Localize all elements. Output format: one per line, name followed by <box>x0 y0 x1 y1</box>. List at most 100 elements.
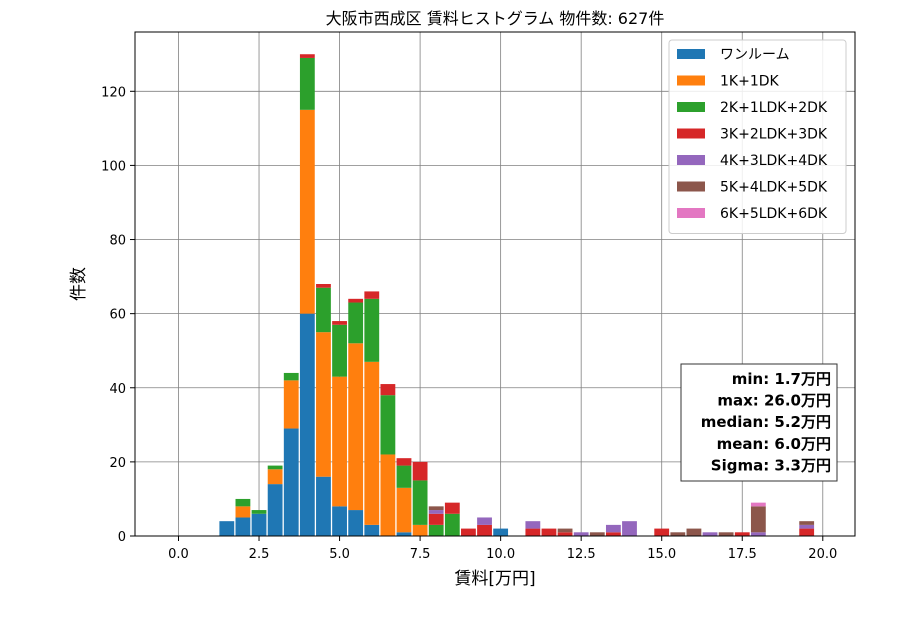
y-tick-label: 80 <box>109 234 126 249</box>
histogram-bar <box>380 395 396 455</box>
legend-label: ワンルーム <box>720 47 790 63</box>
histogram-bar <box>444 502 460 514</box>
histogram-bar <box>525 528 541 536</box>
histogram-bar <box>348 302 364 344</box>
legend-label: 4K+3LDK+4DK <box>720 153 828 169</box>
histogram-bar <box>734 532 750 536</box>
x-axis-label: 賃料[万円] <box>454 569 535 589</box>
x-tick-label: 20.0 <box>808 547 837 562</box>
histogram-bar <box>299 54 315 58</box>
x-tick-label: 2.5 <box>249 547 270 562</box>
plot-frame <box>134 31 856 537</box>
y-ticks: 0 20 40 60 80 100 120 <box>101 85 135 545</box>
histogram-bar <box>316 476 331 536</box>
histogram-bar <box>364 361 380 525</box>
histogram-bar <box>267 469 283 485</box>
histogram-bar <box>364 298 380 362</box>
histogram-bar <box>493 528 509 536</box>
y-tick-label: 60 <box>109 308 126 323</box>
histogram-bar <box>477 517 492 525</box>
legend-label: 6K+5LDK+6DK <box>720 206 828 222</box>
histogram-bar <box>718 532 734 536</box>
histogram-bar <box>380 384 396 396</box>
x-tick-label: 17.5 <box>728 547 757 562</box>
x-tick-label: 7.5 <box>410 547 431 562</box>
legend-swatch <box>677 128 705 139</box>
legend-swatch <box>677 155 705 165</box>
histogram-bar <box>235 498 251 507</box>
histogram-bar <box>525 521 541 529</box>
legend-swatch <box>677 75 705 86</box>
y-tick-label: 120 <box>101 85 126 100</box>
histogram-bar <box>364 524 380 536</box>
histogram-bar <box>235 506 251 518</box>
histogram-bar <box>750 532 766 536</box>
histogram-bar <box>428 510 444 514</box>
histogram-bar <box>412 524 428 536</box>
legend-swatch <box>677 49 705 59</box>
histogram-bar <box>573 532 589 536</box>
histogram-bar <box>461 528 476 536</box>
histogram-bar <box>267 484 283 536</box>
stats-line: min: 1.7万円 <box>732 370 831 388</box>
y-tick-label: 0 <box>118 530 126 545</box>
histogram-bar <box>332 506 347 536</box>
histogram-bar <box>686 528 702 536</box>
histogram-bar <box>316 287 331 333</box>
y-axis-label: 件数 <box>69 267 89 301</box>
stats-line: max: 26.0万円 <box>717 392 831 410</box>
x-tick-label: 5.0 <box>329 547 350 562</box>
y-tick-label: 100 <box>101 159 126 174</box>
histogram-bar <box>799 528 815 536</box>
histogram-bar <box>557 532 573 536</box>
histogram-bar <box>348 510 364 536</box>
legend-swatch <box>677 181 705 192</box>
histogram-bar <box>316 332 331 477</box>
histogram-bar <box>299 109 315 314</box>
histogram-bar <box>332 324 347 377</box>
legend: ワンルーム 1K+1DK 2K+1LDK+2DK 3K+2LDK+3DK 4K+3LDK… <box>668 39 847 234</box>
chart-title: 大阪市西成区 賃料ヒストグラム 物件数: 627件 <box>326 9 665 28</box>
histogram-bar <box>364 291 380 299</box>
legend-frame <box>668 39 847 234</box>
x-tick-label: 15.0 <box>647 547 676 562</box>
histogram-bar <box>412 480 428 525</box>
x-tick-label: 10.0 <box>486 547 515 562</box>
histogram-bar <box>605 524 621 533</box>
x-tick-label: 12.5 <box>567 547 596 562</box>
histogram-bar <box>332 376 347 507</box>
histogram-bar <box>799 521 815 525</box>
grid-lines <box>135 32 855 537</box>
histogram-bar <box>283 428 299 536</box>
histogram-bar <box>557 528 573 533</box>
histogram-bar <box>654 528 670 536</box>
bars <box>219 54 815 536</box>
x-ticks: 0.0 2.5 5.0 7.5 10.0 12.5 15.0 17.5 20.0 <box>168 536 837 562</box>
histogram-bar <box>267 465 283 470</box>
histogram-bar <box>444 513 460 536</box>
legend-label: 1K+1DK <box>720 74 780 90</box>
histogram-bar <box>219 521 235 536</box>
histogram-bar <box>316 284 331 288</box>
stats-line: median: 5.2万円 <box>701 413 831 431</box>
histogram-bar <box>396 532 412 536</box>
histogram-bar <box>396 465 412 488</box>
histogram-bar <box>251 510 267 514</box>
histogram-bar <box>750 502 766 507</box>
stats-box: min: 1.7万円 max: 26.0万円 median: 5.2万円 mean: … <box>680 363 838 482</box>
histogram-bar <box>799 524 815 529</box>
histogram-bar <box>605 532 621 536</box>
stats-line: mean: 6.0万円 <box>717 435 831 453</box>
histogram-bar <box>750 506 766 533</box>
histogram-bar <box>348 343 364 511</box>
histogram-bar <box>670 532 686 536</box>
x-tick-label: 0.0 <box>168 547 189 562</box>
histogram-bar <box>251 513 267 536</box>
histogram-bar <box>541 528 557 536</box>
histogram-bar <box>589 532 605 536</box>
histogram-bar <box>299 313 315 536</box>
legend-label: 5K+4LDK+5DK <box>720 180 828 196</box>
legend-label: 3K+2LDK+3DK <box>720 127 828 143</box>
histogram-bar <box>428 513 444 525</box>
